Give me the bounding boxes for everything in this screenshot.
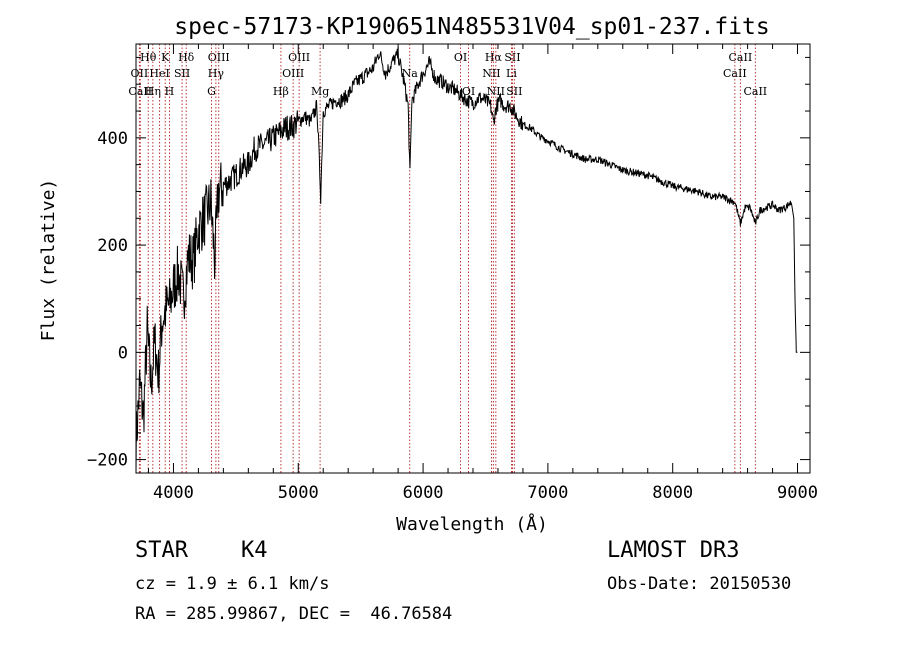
x-tick-label-3: 7000 — [527, 483, 568, 503]
x-tick-label-1: 5000 — [278, 483, 319, 503]
survey-name: LAMOST DR3 — [607, 538, 740, 563]
y-tick-label-3: 400 — [97, 129, 128, 149]
flux-series — [135, 47, 798, 474]
x-tick-label-4: 8000 — [652, 483, 693, 503]
observation-date: Obs-Date: 20150530 — [607, 574, 792, 594]
y-tick-label-2: 200 — [97, 236, 128, 256]
line-label-3: K — [161, 51, 170, 64]
line-label-27: CaII — [743, 85, 767, 98]
line-label-6: Hδ — [178, 51, 195, 64]
spectral-line-markers: Hθ OII CaII K HeI Hη Hδ SII H OIII Hγ G OIII OIII Hβ Mg… — [128, 44, 767, 473]
line-label-16: Na — [402, 67, 419, 80]
line-label-26: CaII — [723, 67, 747, 80]
line-label-12: OIII — [288, 51, 310, 64]
x-tick-label-5: 9000 — [777, 483, 818, 503]
x-tick-label-0: 4000 — [153, 483, 194, 503]
line-label-15: Mg — [311, 85, 329, 98]
line-label-2: CaII — [128, 85, 152, 98]
line-label-1: OII — [131, 67, 149, 80]
object-class: STAR — [135, 538, 188, 563]
line-label-17: OI — [454, 51, 467, 64]
line-label-23: Li — [506, 67, 517, 80]
redshift-cz: cz = 1.9 ± 6.1 km/s — [135, 574, 330, 594]
object-subclass: K4 — [241, 538, 268, 563]
line-label-7: SII — [174, 67, 190, 80]
line-label-0: Hθ — [140, 51, 157, 64]
line-label-25: CaII — [729, 51, 753, 64]
line-label-14: Hβ — [273, 85, 289, 98]
line-label-20: NII — [482, 67, 500, 80]
line-label-22: SII — [504, 51, 520, 64]
line-label-9: OIII — [208, 51, 230, 64]
y-tick-label-0: −200 — [87, 451, 128, 471]
axes: 4000 5000 6000 7000 8000 9000 −200 0 200 400 — [87, 43, 818, 503]
line-label-13: OIII — [282, 67, 304, 80]
x-axis-label: Wavelength (Å) — [396, 513, 548, 535]
line-label-10: Hγ — [208, 67, 225, 80]
line-label-19: Hα — [485, 51, 503, 64]
coordinates: RA = 285.99867, DEC = 46.76584 — [135, 604, 453, 624]
y-axis-label: Flux (relative) — [38, 179, 59, 342]
line-label-24: SII — [506, 85, 522, 98]
x-tick-label-2: 6000 — [403, 483, 444, 503]
line-label-21: NII — [487, 85, 505, 98]
y-tick-label-1: 0 — [118, 343, 128, 363]
flux-line — [135, 47, 798, 474]
line-label-5: Hη — [145, 85, 161, 98]
line-label-8: H — [165, 85, 175, 98]
chart-title: spec-57173-KP190651N485531V04_sp01-237.f… — [174, 14, 769, 40]
line-label-4: HeI — [149, 67, 169, 80]
line-label-11: G — [207, 85, 216, 98]
